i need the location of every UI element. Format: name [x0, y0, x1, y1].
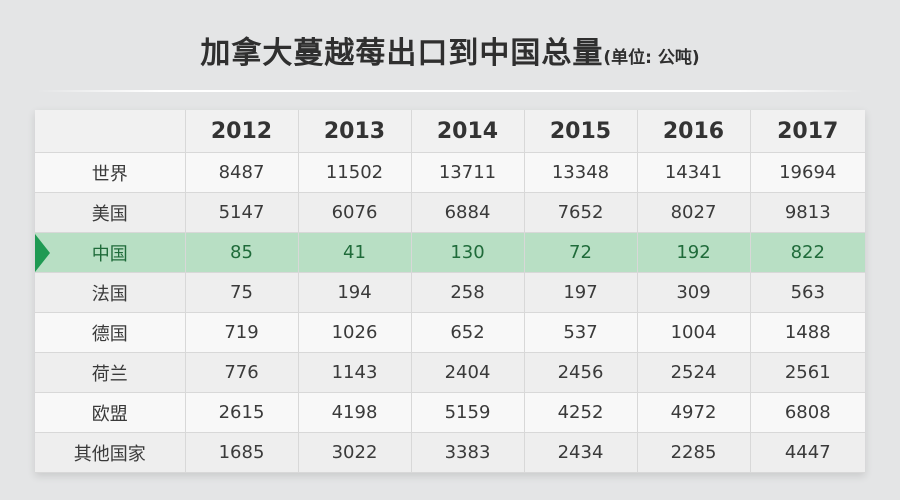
row-label: 荷兰 [35, 352, 186, 393]
title-block: 加拿大蔓越莓出口到中国总量(单位: 公吨) [0, 28, 900, 72]
table-cell: 19694 [750, 152, 865, 193]
table-cell: 309 [637, 272, 751, 313]
table-cell: 6808 [750, 392, 865, 433]
table-cell: 563 [750, 272, 865, 313]
row-label: 法国 [35, 272, 186, 313]
table-cell: 13348 [524, 152, 638, 193]
table-cell: 6076 [298, 192, 412, 233]
title-divider [36, 90, 864, 92]
table-cell: 11502 [298, 152, 412, 193]
row-label: 欧盟 [35, 392, 186, 433]
column-header-2017: 2017 [750, 110, 865, 153]
table-cell: 192 [637, 232, 751, 273]
data-table: 2012 2013 2014 2015 2016 2017 世界 8487 11502 1371… [35, 110, 865, 473]
table-cell: 1004 [637, 312, 751, 353]
table-cell: 13711 [411, 152, 525, 193]
column-header-2014: 2014 [411, 110, 525, 153]
table-cell: 75 [185, 272, 299, 313]
table-cell: 1685 [185, 432, 299, 473]
table-cell: 5159 [411, 392, 525, 433]
table-body: 世界 8487 11502 13711 13348 14341 19694 美国 5147 607… [35, 152, 865, 473]
table-cell: 776 [185, 352, 299, 393]
table-cell: 6884 [411, 192, 525, 233]
table-header-row: 2012 2013 2014 2015 2016 2017 [35, 110, 865, 153]
table-cell: 8027 [637, 192, 751, 233]
table-row: 荷兰 776 1143 2404 2456 2524 2561 [35, 352, 865, 393]
row-label: 世界 [35, 152, 186, 193]
table-cell: 1488 [750, 312, 865, 353]
table-cell: 41 [298, 232, 412, 273]
table-row: 美国 5147 6076 6884 7652 8027 9813 [35, 192, 865, 233]
column-header-2015: 2015 [524, 110, 638, 153]
data-table-container: 2012 2013 2014 2015 2016 2017 世界 8487 11502 1371… [35, 110, 865, 473]
table-row: 世界 8487 11502 13711 13348 14341 19694 [35, 152, 865, 193]
table-cell: 5147 [185, 192, 299, 233]
table-row: 德国 719 1026 652 537 1004 1488 [35, 312, 865, 353]
highlight-marker-icon [35, 234, 50, 272]
table-cell: 822 [750, 232, 865, 273]
table-cell: 8487 [185, 152, 299, 193]
unit-label: (单位: 公吨) [603, 48, 700, 68]
table-cell: 9813 [750, 192, 865, 233]
table-cell: 2615 [185, 392, 299, 433]
table-cell: 7652 [524, 192, 638, 233]
table-cell: 2404 [411, 352, 525, 393]
table-row: 中国 85 41 130 72 192 822 [35, 232, 865, 273]
column-header-2012: 2012 [185, 110, 299, 153]
table-cell: 652 [411, 312, 525, 353]
row-label: 其他国家 [35, 432, 186, 473]
column-header-2016: 2016 [637, 110, 751, 153]
row-label: 德国 [35, 312, 186, 353]
table-cell: 3022 [298, 432, 412, 473]
table-cell: 72 [524, 232, 638, 273]
chart-title: 加拿大蔓越莓出口到中国总量 [200, 36, 604, 71]
table-cell: 197 [524, 272, 638, 313]
table-cell: 4252 [524, 392, 638, 433]
row-label: 中国 [35, 232, 186, 273]
table-cell: 85 [185, 232, 299, 273]
table-cell: 14341 [637, 152, 751, 193]
table-cell: 2434 [524, 432, 638, 473]
table-cell: 130 [411, 232, 525, 273]
table-cell: 194 [298, 272, 412, 313]
table-cell: 258 [411, 272, 525, 313]
table-cell: 719 [185, 312, 299, 353]
row-label: 美国 [35, 192, 186, 233]
table-row: 欧盟 2615 4198 5159 4252 4972 6808 [35, 392, 865, 433]
header-corner-cell [35, 110, 186, 153]
table-row: 法国 75 194 258 197 309 563 [35, 272, 865, 313]
table-cell: 4447 [750, 432, 865, 473]
table-cell: 4198 [298, 392, 412, 433]
table-cell: 1143 [298, 352, 412, 393]
column-header-2013: 2013 [298, 110, 412, 153]
table-cell: 4972 [637, 392, 751, 433]
table-cell: 2456 [524, 352, 638, 393]
table-cell: 3383 [411, 432, 525, 473]
table-row: 其他国家 1685 3022 3383 2434 2285 4447 [35, 432, 865, 473]
table-cell: 2561 [750, 352, 865, 393]
table-cell: 1026 [298, 312, 412, 353]
table-cell: 2524 [637, 352, 751, 393]
table-cell: 2285 [637, 432, 751, 473]
table-cell: 537 [524, 312, 638, 353]
